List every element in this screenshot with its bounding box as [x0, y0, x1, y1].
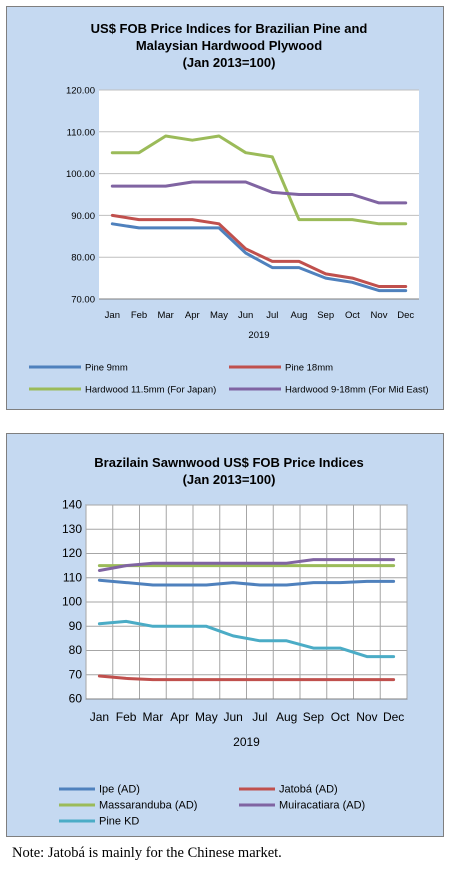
series-line — [110, 180, 408, 205]
legend-label: Jatobá (AD) — [279, 784, 338, 796]
series-line — [97, 619, 396, 659]
x-tick-label: Aug — [276, 710, 297, 724]
chart2-svg: Brazilain Sawnwood US$ FOB Price Indices… — [59, 455, 408, 828]
chart-title-line: (Jan 2013=100) — [183, 472, 276, 487]
chart-title-line: Malaysian Hardwood Plywood — [136, 38, 322, 53]
y-tick-label: 100.00 — [66, 169, 95, 180]
y-tick-label: 70.00 — [71, 295, 95, 306]
legend-label: Ipe (AD) — [99, 784, 140, 796]
x-tick-label: Feb — [131, 310, 147, 321]
series-line — [110, 213, 408, 288]
plot-area — [99, 90, 419, 299]
chart-title-line: US$ FOB Price Indices for Brazilian Pine… — [91, 21, 368, 36]
y-tick-label: 80 — [69, 643, 83, 657]
legend-label: Hardwood 11.5mm (For Japan) — [85, 385, 216, 396]
footnote: Note: Jatobá is mainly for the Chinese m… — [12, 845, 282, 861]
y-tick-label: 110.00 — [67, 127, 95, 138]
x-tick-label: Oct — [331, 710, 350, 724]
y-tick-label: 120 — [62, 546, 82, 560]
y-tick-label: 130 — [62, 522, 82, 536]
x-tick-label: Apr — [170, 710, 189, 724]
y-tick-label: 80.00 — [71, 253, 95, 264]
x-tick-label: Mar — [143, 710, 164, 724]
x-tick-label: Jan — [105, 310, 120, 321]
y-tick-label: 140 — [62, 498, 82, 512]
x-tick-label: Nov — [371, 310, 388, 321]
legend-label: Hardwood 9-18mm (For Mid East) — [285, 385, 429, 396]
x-tick-label: Dec — [383, 710, 404, 724]
series-line — [110, 222, 408, 293]
x-tick-label: Oct — [345, 310, 360, 321]
x-axis-label: 2019 — [248, 330, 269, 341]
x-tick-label: Jul — [252, 710, 267, 724]
x-tick-label: Apr — [185, 310, 200, 321]
y-tick-label: 100 — [62, 595, 82, 609]
legend-label: Muiracatiara (AD) — [279, 800, 365, 812]
x-tick-label: Feb — [116, 710, 137, 724]
y-tick-label: 90 — [69, 619, 83, 633]
y-tick-label: 90.00 — [71, 211, 95, 222]
x-tick-label: Dec — [397, 310, 414, 321]
legend-label: Pine 18mm — [285, 363, 333, 374]
series-line — [97, 558, 396, 572]
series-line — [97, 578, 396, 587]
x-tick-label: Sep — [317, 310, 334, 321]
y-tick-label: 70 — [69, 667, 83, 681]
x-tick-label: Sep — [303, 710, 325, 724]
legend-label: Pine KD — [99, 816, 139, 828]
x-tick-label: May — [195, 710, 218, 724]
legend-label: Massaranduba (AD) — [99, 800, 197, 812]
x-tick-label: Jun — [238, 310, 253, 321]
x-tick-label: May — [210, 310, 228, 321]
x-tick-label: Mar — [157, 310, 173, 321]
series-line — [97, 674, 396, 682]
x-axis-label: 2019 — [233, 735, 260, 749]
x-tick-label: Nov — [356, 710, 377, 724]
legend-label: Pine 9mm — [85, 363, 128, 374]
chart2-panel: Brazilain Sawnwood US$ FOB Price Indices… — [6, 433, 444, 837]
x-tick-label: Jun — [223, 710, 242, 724]
x-tick-label: Aug — [291, 310, 308, 321]
y-tick-label: 120.00 — [66, 86, 95, 97]
chart-title-line: Brazilain Sawnwood US$ FOB Price Indices — [94, 455, 363, 470]
y-tick-label: 60 — [69, 692, 83, 706]
x-tick-label: Jul — [266, 310, 278, 321]
chart1-panel: US$ FOB Price Indices for Brazilian Pine… — [6, 6, 444, 410]
series-line — [110, 134, 408, 226]
x-tick-label: Jan — [90, 710, 109, 724]
chart1-svg: US$ FOB Price Indices for Brazilian Pine… — [29, 21, 429, 396]
y-tick-label: 110 — [63, 570, 82, 584]
chart-title-line: (Jan 2013=100) — [183, 55, 276, 70]
